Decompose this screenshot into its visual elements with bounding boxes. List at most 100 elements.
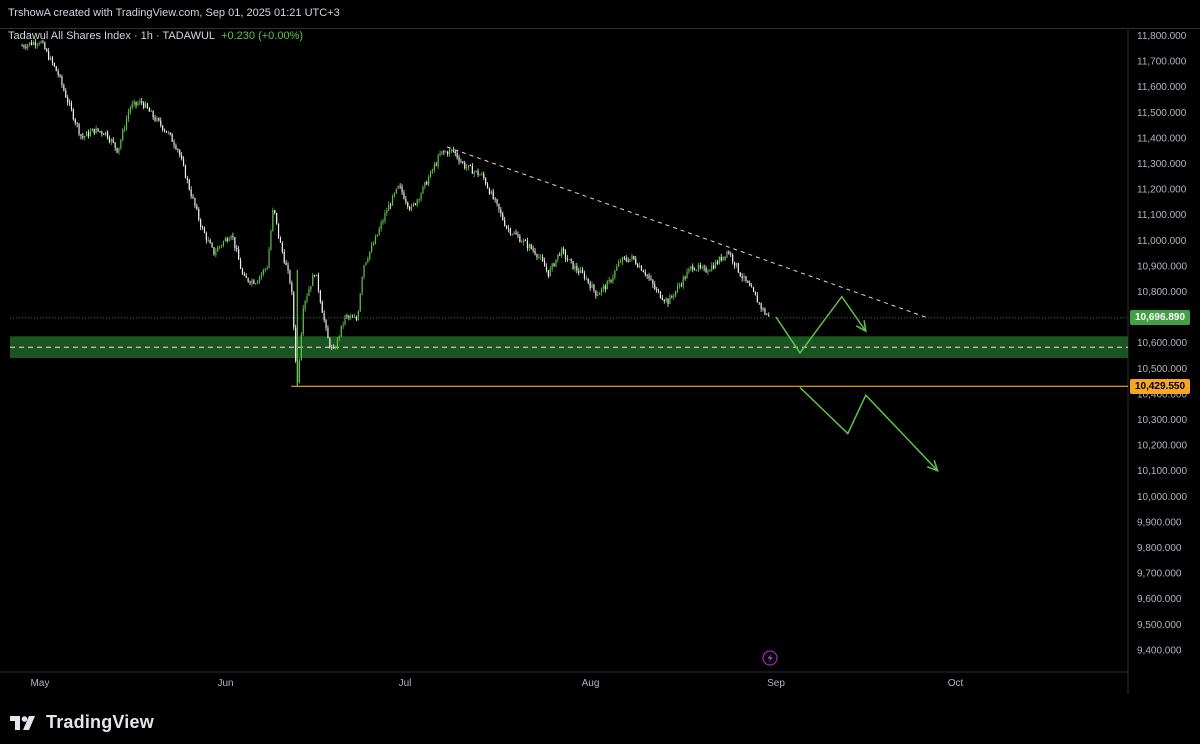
symbol-title: Tadawul All Shares Index · 1h · TADAWUL [8, 30, 216, 42]
candle-body [160, 120, 162, 126]
y-tick-label: 9,500.000 [1137, 620, 1182, 631]
candle-body [614, 270, 616, 277]
candle-body [642, 270, 644, 273]
candle-body [236, 247, 238, 250]
candle-body [695, 269, 698, 271]
candle-body [732, 254, 734, 262]
candle-body [350, 316, 352, 318]
candle-body [40, 41, 42, 44]
candle-body [87, 132, 90, 137]
candle-body [561, 248, 563, 256]
candle-body [321, 302, 323, 313]
candle-body [165, 130, 168, 133]
candle-body [80, 134, 82, 136]
candle-body [144, 103, 147, 108]
y-tick-label: 10,900.000 [1137, 261, 1187, 272]
candle-body [372, 243, 375, 246]
candle-body [207, 239, 209, 241]
candle-body [528, 244, 530, 249]
candle-body [48, 51, 50, 60]
y-tick-label: 10,000.000 [1137, 492, 1187, 503]
y-tick-label: 10,500.000 [1137, 364, 1187, 375]
candle-body [665, 298, 667, 302]
candle-body [137, 103, 139, 105]
candle-body [371, 245, 373, 252]
top-bar: TrshowA created with TradingView.com, Se… [0, 0, 1200, 28]
candle-body [526, 240, 529, 249]
candle-body [277, 223, 280, 238]
y-tick-label: 9,700.000 [1137, 569, 1182, 580]
candle-body [205, 232, 207, 241]
candle-body [34, 42, 36, 46]
candle-body [61, 76, 63, 86]
candlestick-series [21, 38, 770, 387]
candle-body [439, 153, 441, 156]
candle-body [239, 259, 242, 269]
candle-body [219, 246, 221, 248]
candle-body [89, 131, 92, 137]
candle-body [213, 247, 215, 255]
candle-body [433, 164, 435, 171]
candle-body [57, 71, 59, 76]
candle-body [188, 179, 190, 190]
candle-body [578, 270, 580, 273]
candle-body [621, 257, 624, 262]
candle-body [509, 228, 511, 235]
candle-body [101, 131, 103, 134]
candle-body [401, 186, 403, 193]
candle-body [519, 236, 521, 243]
candle-body [217, 247, 219, 252]
candle-body [591, 284, 593, 289]
candle-body [120, 140, 122, 148]
candle-body [346, 315, 348, 317]
candle-body [215, 251, 217, 255]
candle-body [55, 66, 57, 72]
candle-body [192, 196, 194, 199]
candle-body [523, 240, 525, 243]
candle-body [30, 42, 33, 45]
candle-body [403, 192, 405, 199]
candle-body [648, 275, 650, 279]
candle-body [310, 285, 312, 290]
candle-body [694, 269, 696, 271]
candle-body [490, 191, 492, 194]
candle-body [186, 177, 188, 180]
candle-body [502, 213, 504, 221]
candle-body [293, 292, 295, 328]
candle-body [308, 289, 310, 296]
candle-body [84, 136, 86, 138]
candle-body [376, 234, 378, 237]
candle-body [247, 277, 249, 282]
candle-body [59, 75, 61, 77]
candle-body [676, 285, 679, 291]
candle-body [735, 263, 738, 266]
candle-body [496, 199, 498, 204]
candle-body [118, 147, 120, 153]
y-tick-label: 11,200.000 [1137, 185, 1187, 196]
price-axis[interactable]: 11,800.000 11,700.000 11,600.000 11,500.000… [1137, 31, 1187, 656]
candle-body [304, 300, 306, 309]
candle-body [352, 316, 354, 318]
candle-body [749, 282, 751, 287]
candle-body [466, 167, 468, 169]
candle-body [635, 259, 637, 265]
candle-body [365, 262, 367, 266]
candle-body [46, 49, 48, 52]
candle-body [511, 234, 513, 235]
candle-body [504, 220, 506, 226]
candle-body [49, 57, 52, 60]
symbol-legend[interactable]: Tadawul All Shares Index · 1h · TADAWUL … [8, 30, 303, 42]
candle-body [395, 188, 397, 194]
candle-body [743, 275, 745, 279]
candle-body [317, 274, 320, 291]
candle-body [737, 263, 739, 273]
candle-body [285, 262, 287, 266]
time-axis[interactable]: May Jun Jul Aug Sep Oct [31, 678, 964, 689]
drawing-layer[interactable] [10, 146, 1128, 666]
tradingview-logo[interactable]: TradingView [10, 712, 154, 733]
projection-down-arrow [799, 386, 939, 472]
candle-body [657, 290, 660, 292]
candle-body [53, 62, 55, 67]
candle-body [152, 110, 154, 118]
